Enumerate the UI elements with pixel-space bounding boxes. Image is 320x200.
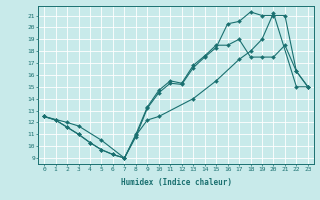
X-axis label: Humidex (Indice chaleur): Humidex (Indice chaleur) — [121, 178, 231, 187]
